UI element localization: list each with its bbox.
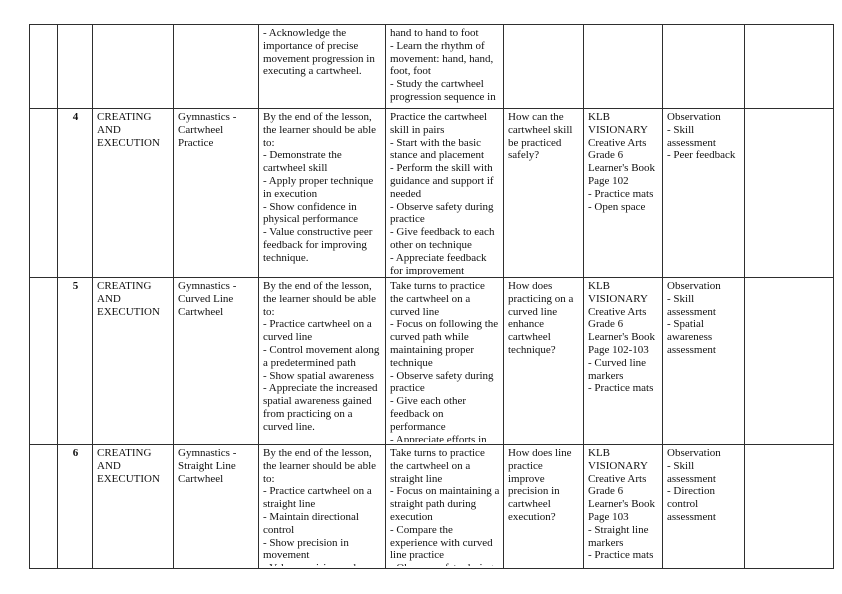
resources-text: KLB VISIONARY Creative Arts Grade 6 Lear…: [588, 111, 656, 213]
substrand-text: [178, 27, 255, 106]
cell-experiences: Take turns to practice the cartwheel on …: [385, 277, 504, 445]
cell-remarks: [744, 24, 834, 109]
inquiry-text: [508, 27, 580, 106]
cell-week: [29, 444, 58, 569]
cell-lesson-number: [57, 24, 93, 109]
assessment-text: Observation - Skill assessment - Peer fe…: [667, 111, 736, 162]
experiences-text: hand to hand to foot - Learn the rhythm …: [390, 27, 496, 106]
strand-text: [97, 27, 170, 106]
outcomes-text: By the end of the lesson, the learner sh…: [263, 280, 380, 433]
cell-lesson-number: 4: [57, 108, 93, 278]
cell-resources: KLB VISIONARY Creative Arts Grade 6 Lear…: [583, 277, 663, 445]
experiences-text: Take turns to practice the cartwheel on …: [390, 447, 500, 566]
cell-inquiry: [503, 24, 584, 109]
cell-substrand: Gymnastics - Curved Line Cartwheel: [173, 277, 259, 445]
cell-experiences: hand to hand to foot - Learn the rhythm …: [385, 24, 504, 109]
cell-lesson-number: 6: [57, 444, 93, 569]
cell-substrand: Gymnastics - Cartwheel Practice: [173, 108, 259, 278]
cell-remarks: [744, 108, 834, 278]
assessment-text: Observation - Skill assessment - Directi…: [667, 447, 721, 523]
outcomes-text: By the end of the lesson, the learner sh…: [263, 111, 377, 264]
remarks-text: [749, 111, 830, 275]
cell-substrand: Gymnastics - Straight Line Cartwheel: [173, 444, 259, 569]
substrand-text: Gymnastics - Straight Line Cartwheel: [178, 447, 240, 485]
remarks-text: [749, 27, 830, 106]
cell-outcomes: By the end of the lesson, the learner sh…: [258, 108, 386, 278]
cell-inquiry: How can the cartwheel skill be practiced…: [503, 108, 584, 278]
experiences-text: Practice the cartwheel skill in pairs - …: [390, 111, 495, 275]
scheme-of-work-table: - Acknowledge the importance of precise …: [29, 24, 834, 569]
table-row-lesson-4: 4 CREATING AND EXECUTION Gymnastics - Ca…: [29, 108, 834, 278]
substrand-text: Gymnastics - Cartwheel Practice: [178, 111, 240, 149]
week-value: [34, 111, 54, 275]
table-row-lesson-6: 6 CREATING AND EXECUTION Gymnastics - St…: [29, 444, 834, 569]
cell-inquiry: How does practicing on a curved line enh…: [503, 277, 584, 445]
substrand-text: Gymnastics - Curved Line Cartwheel: [178, 280, 240, 318]
cell-lesson-number: 5: [57, 277, 93, 445]
outcomes-text: By the end of the lesson, the learner sh…: [263, 447, 377, 566]
cell-assessment: Observation - Skill assessment - Peer fe…: [662, 108, 745, 278]
strand-text: CREATING AND EXECUTION: [97, 111, 160, 149]
table-row-lesson-5: 5 CREATING AND EXECUTION Gymnastics - Cu…: [29, 277, 834, 445]
cell-assessment: Observation - Skill assessment - Directi…: [662, 444, 745, 569]
week-value: [34, 27, 54, 106]
cell-resources: [583, 24, 663, 109]
cell-resources: KLB VISIONARY Creative Arts Grade 6 Lear…: [583, 444, 663, 569]
cell-substrand: [173, 24, 259, 109]
cell-strand: CREATING AND EXECUTION: [92, 108, 174, 278]
cell-outcomes: By the end of the lesson, the learner sh…: [258, 444, 386, 569]
cell-assessment: Observation - Skill assessment - Spatial…: [662, 277, 745, 445]
week-value: [34, 280, 54, 442]
strand-text: CREATING AND EXECUTION: [97, 280, 160, 318]
inquiry-text: How does practicing on a curved line enh…: [508, 280, 577, 356]
table-row-continuation: - Acknowledge the importance of precise …: [29, 24, 834, 109]
cell-strand: [92, 24, 174, 109]
experiences-text: Take turns to practice the cartwheel on …: [390, 280, 499, 442]
resources-text: [588, 27, 659, 106]
lesson-number: 4: [72, 111, 79, 123]
cell-strand: CREATING AND EXECUTION: [92, 277, 174, 445]
remarks-text: [749, 447, 830, 566]
assessment-text: [667, 27, 741, 106]
lesson-number: 5: [72, 280, 79, 292]
cell-week: [29, 277, 58, 445]
assessment-text: Observation - Skill assessment - Spatial…: [667, 280, 721, 356]
cell-inquiry: How does line practice improve precision…: [503, 444, 584, 569]
week-value: [34, 447, 54, 566]
cell-strand: CREATING AND EXECUTION: [92, 444, 174, 569]
cell-outcomes: By the end of the lesson, the learner sh…: [258, 277, 386, 445]
lesson-number: [62, 27, 89, 106]
inquiry-text: How does line practice improve precision…: [508, 447, 575, 523]
cell-week: [29, 108, 58, 278]
lesson-number: 6: [72, 447, 79, 459]
cell-experiences: Take turns to practice the cartwheel on …: [385, 444, 504, 569]
resources-text: KLB VISIONARY Creative Arts Grade 6 Lear…: [588, 280, 656, 395]
cell-outcomes: - Acknowledge the importance of precise …: [258, 24, 386, 109]
cell-remarks: [744, 277, 834, 445]
cell-assessment: [662, 24, 745, 109]
inquiry-text: How can the cartwheel skill be practiced…: [508, 111, 576, 162]
cell-experiences: Practice the cartwheel skill in pairs - …: [385, 108, 504, 278]
cell-week: [29, 24, 58, 109]
remarks-text: [749, 280, 830, 442]
document-page: - Acknowledge the importance of precise …: [29, 24, 834, 569]
cell-remarks: [744, 444, 834, 569]
outcomes-text: - Acknowledge the importance of precise …: [263, 27, 378, 78]
resources-text: KLB VISIONARY Creative Arts Grade 6 Lear…: [588, 447, 656, 562]
strand-text: CREATING AND EXECUTION: [97, 447, 160, 485]
cell-resources: KLB VISIONARY Creative Arts Grade 6 Lear…: [583, 108, 663, 278]
